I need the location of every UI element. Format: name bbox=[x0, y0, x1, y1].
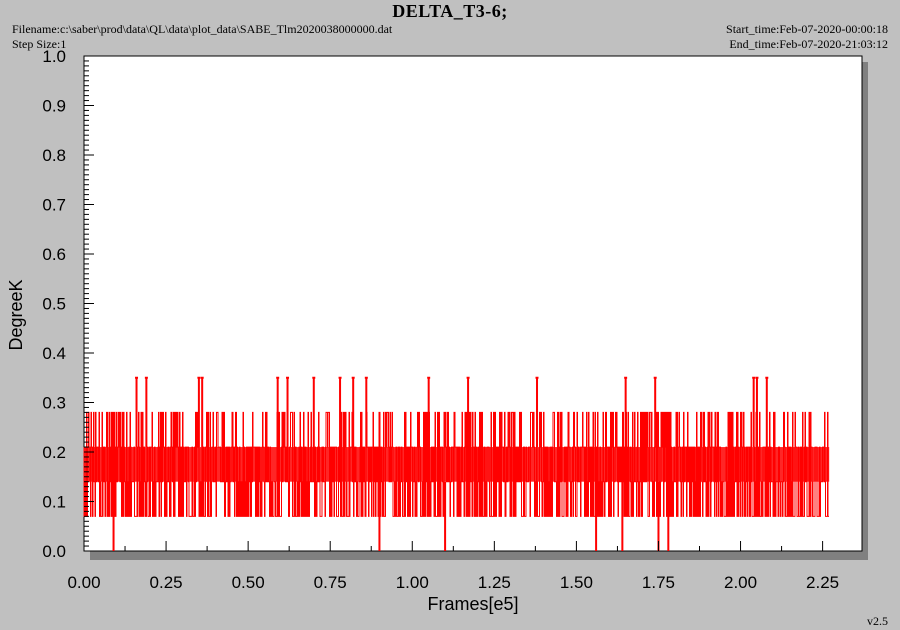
x-tick-label: 1.00 bbox=[396, 573, 429, 592]
x-tick-label: 2.25 bbox=[806, 573, 839, 592]
y-tick-label: 0.9 bbox=[42, 97, 66, 116]
x-axis-label: Frames[e5] bbox=[427, 594, 518, 614]
x-tick-label: 1.25 bbox=[478, 573, 511, 592]
version-label: v2.5 bbox=[867, 614, 888, 628]
series-band bbox=[84, 447, 830, 482]
x-tick-label: 1.75 bbox=[642, 573, 675, 592]
y-tick-label: 0.2 bbox=[42, 443, 66, 462]
x-tick-label: 0.75 bbox=[314, 573, 347, 592]
x-tick-label: 0.00 bbox=[67, 573, 100, 592]
filename-label: Filename:c:\saber\prod\data\QL\data\plot… bbox=[12, 22, 393, 36]
x-tick-label: 0.50 bbox=[232, 573, 265, 592]
end-time-label: End_time:Feb-07-2020-21:03:12 bbox=[729, 37, 888, 51]
x-tick-label: 1.50 bbox=[560, 573, 593, 592]
x-tick-label: 2.00 bbox=[724, 573, 757, 592]
chart-title: DELTA_T3-6; bbox=[392, 1, 508, 21]
y-tick-label: 0.6 bbox=[42, 245, 66, 264]
y-tick-label: 0.3 bbox=[42, 394, 66, 413]
y-tick-label: 0.5 bbox=[42, 295, 66, 314]
y-tick-label: 0.8 bbox=[42, 146, 66, 165]
y-tick-label: 0.4 bbox=[42, 344, 66, 363]
x-tick-label: 0.25 bbox=[150, 573, 183, 592]
file-info: Filename:c:\saber\prod\data\QL\data\plot… bbox=[12, 22, 392, 52]
series-layer bbox=[83, 376, 830, 551]
start-time-label: Start_time:Feb-07-2020-00:00:18 bbox=[726, 22, 888, 36]
y-tick-label: 0.1 bbox=[42, 493, 66, 512]
time-info: Start_time:Feb-07-2020-00:00:18 End_time… bbox=[726, 22, 888, 52]
y-tick-label: 1.0 bbox=[42, 47, 66, 66]
step-size-label: Step Size:1 bbox=[12, 37, 67, 51]
y-axis-label: DegreeK bbox=[6, 279, 26, 350]
y-tick-label: 0.0 bbox=[42, 542, 66, 561]
y-tick-label: 0.7 bbox=[42, 196, 66, 215]
axis-layer: 0.0 0.1 0.2 0.3 0.4 0.5 0.6 0.7 0.8 0.9 1.0 0.00 0.2… bbox=[42, 47, 839, 592]
